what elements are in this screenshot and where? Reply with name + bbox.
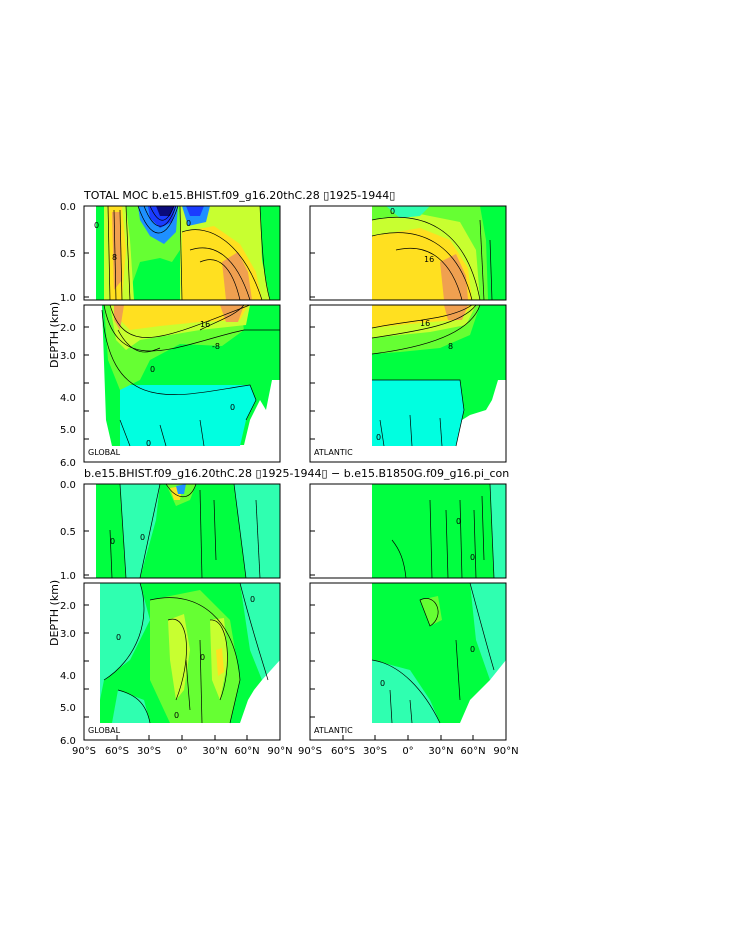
panel-label-atlantic-top: ATLANTIC [314, 448, 353, 457]
x-tick-label: 90°S [298, 746, 322, 757]
y-tick-label: 0.0 [60, 480, 76, 491]
contour-label: 0 [456, 517, 461, 526]
x-tick-label: 30°N [202, 746, 227, 757]
contour-label: 16 [420, 319, 430, 328]
y-tick-label: 0.0 [60, 202, 76, 213]
panel-bottom-atlantic: 0 0 0 0 ATLANTIC [310, 484, 506, 740]
y-tick-labels-bottom: 0.0 0.5 1.0 2.0 3.0 4.0 5.0 6.0 [60, 480, 76, 747]
x-tick-label: 90°N [493, 746, 518, 757]
y-tick-label: 6.0 [60, 736, 76, 747]
panel-top-global: 0 8 16 -8 0 0 0 0 GLOBAL [84, 206, 280, 462]
contour-label: 0 [470, 645, 475, 654]
y-tick-label: 5.0 [60, 703, 76, 714]
x-tick-label: 90°N [267, 746, 292, 757]
contour-label: 8 [112, 253, 117, 262]
top-title: TOTAL MOC b.e15.BHIST.f09_g16.20thC.28 ▯… [83, 189, 395, 202]
contour-label: 0 [116, 633, 121, 642]
contour-label: 0 [186, 219, 191, 228]
contour-label: 0 [200, 653, 205, 662]
axis-ticks [84, 252, 474, 740]
x-tick-label: 60°S [331, 746, 355, 757]
contour-label: 0 [380, 679, 385, 688]
contour-label: 16 [200, 320, 210, 329]
y-tick-label: 2.0 [60, 323, 76, 334]
y-tick-label: 3.0 [60, 351, 76, 362]
x-tick-labels-atlantic: 90°S 60°S 30°S 0° 30°N 60°N 90°N [298, 746, 519, 757]
contour-label: 0 [174, 711, 179, 720]
y-tick-label: 0.5 [60, 249, 76, 260]
x-tick-label: 0° [176, 746, 187, 757]
contour-label: 0 [140, 533, 145, 542]
contour-label: 0 [250, 595, 255, 604]
panel-top-atlantic: 16 16 8 0 0 ATLANTIC [310, 206, 506, 462]
contour-label: 16 [424, 255, 434, 264]
y-tick-label: 1.0 [60, 571, 76, 582]
x-tick-labels-global: 90°S 60°S 30°S 0° 30°N 60°N 90°N [72, 746, 293, 757]
y-tick-label: 6.0 [60, 458, 76, 469]
contour-label: 0 [110, 537, 115, 546]
contour-label: 0 [94, 221, 99, 230]
bottom-title: b.e15.BHIST.f09_g16.20thC.28 ▯1925-1944▯… [84, 467, 509, 480]
panel-label-atlantic-bottom: ATLANTIC [314, 726, 353, 735]
y-tick-label: 4.0 [60, 393, 76, 404]
contour-label: 0 [146, 439, 151, 448]
y-tick-label: 0.5 [60, 527, 76, 538]
x-tick-label: 30°S [137, 746, 161, 757]
panel-bottom-global: 0 0 0 0 0 0 GLOBAL [84, 484, 280, 740]
y-tick-label: 1.0 [60, 293, 76, 304]
x-tick-label: 60°N [234, 746, 259, 757]
panel-label-global-top: GLOBAL [88, 448, 121, 457]
y-tick-label: 5.0 [60, 425, 76, 436]
y-tick-label: 3.0 [60, 629, 76, 640]
x-tick-label: 60°S [105, 746, 129, 757]
panel-label-global-bottom: GLOBAL [88, 726, 121, 735]
contour-label: 0 [376, 433, 381, 442]
contour-label: 8 [448, 342, 453, 351]
contour-label: -8 [212, 342, 220, 351]
x-tick-label: 60°N [460, 746, 485, 757]
x-tick-label: 90°S [72, 746, 96, 757]
y-tick-labels-top: 0.0 0.5 1.0 2.0 3.0 4.0 5.0 6.0 [60, 202, 76, 469]
y-tick-label: 2.0 [60, 601, 76, 612]
contour-label: 0 [470, 553, 475, 562]
contour-label: 0 [150, 365, 155, 374]
y-tick-label: 4.0 [60, 671, 76, 682]
x-tick-label: 30°N [428, 746, 453, 757]
ylabel-bottom: DEPTH (km) [48, 580, 61, 646]
contour-label: 0 [230, 403, 235, 412]
x-tick-label: 30°S [363, 746, 387, 757]
x-tick-label: 0° [402, 746, 413, 757]
contour-label: 0 [390, 207, 395, 216]
ylabel-top: DEPTH (km) [48, 302, 61, 368]
